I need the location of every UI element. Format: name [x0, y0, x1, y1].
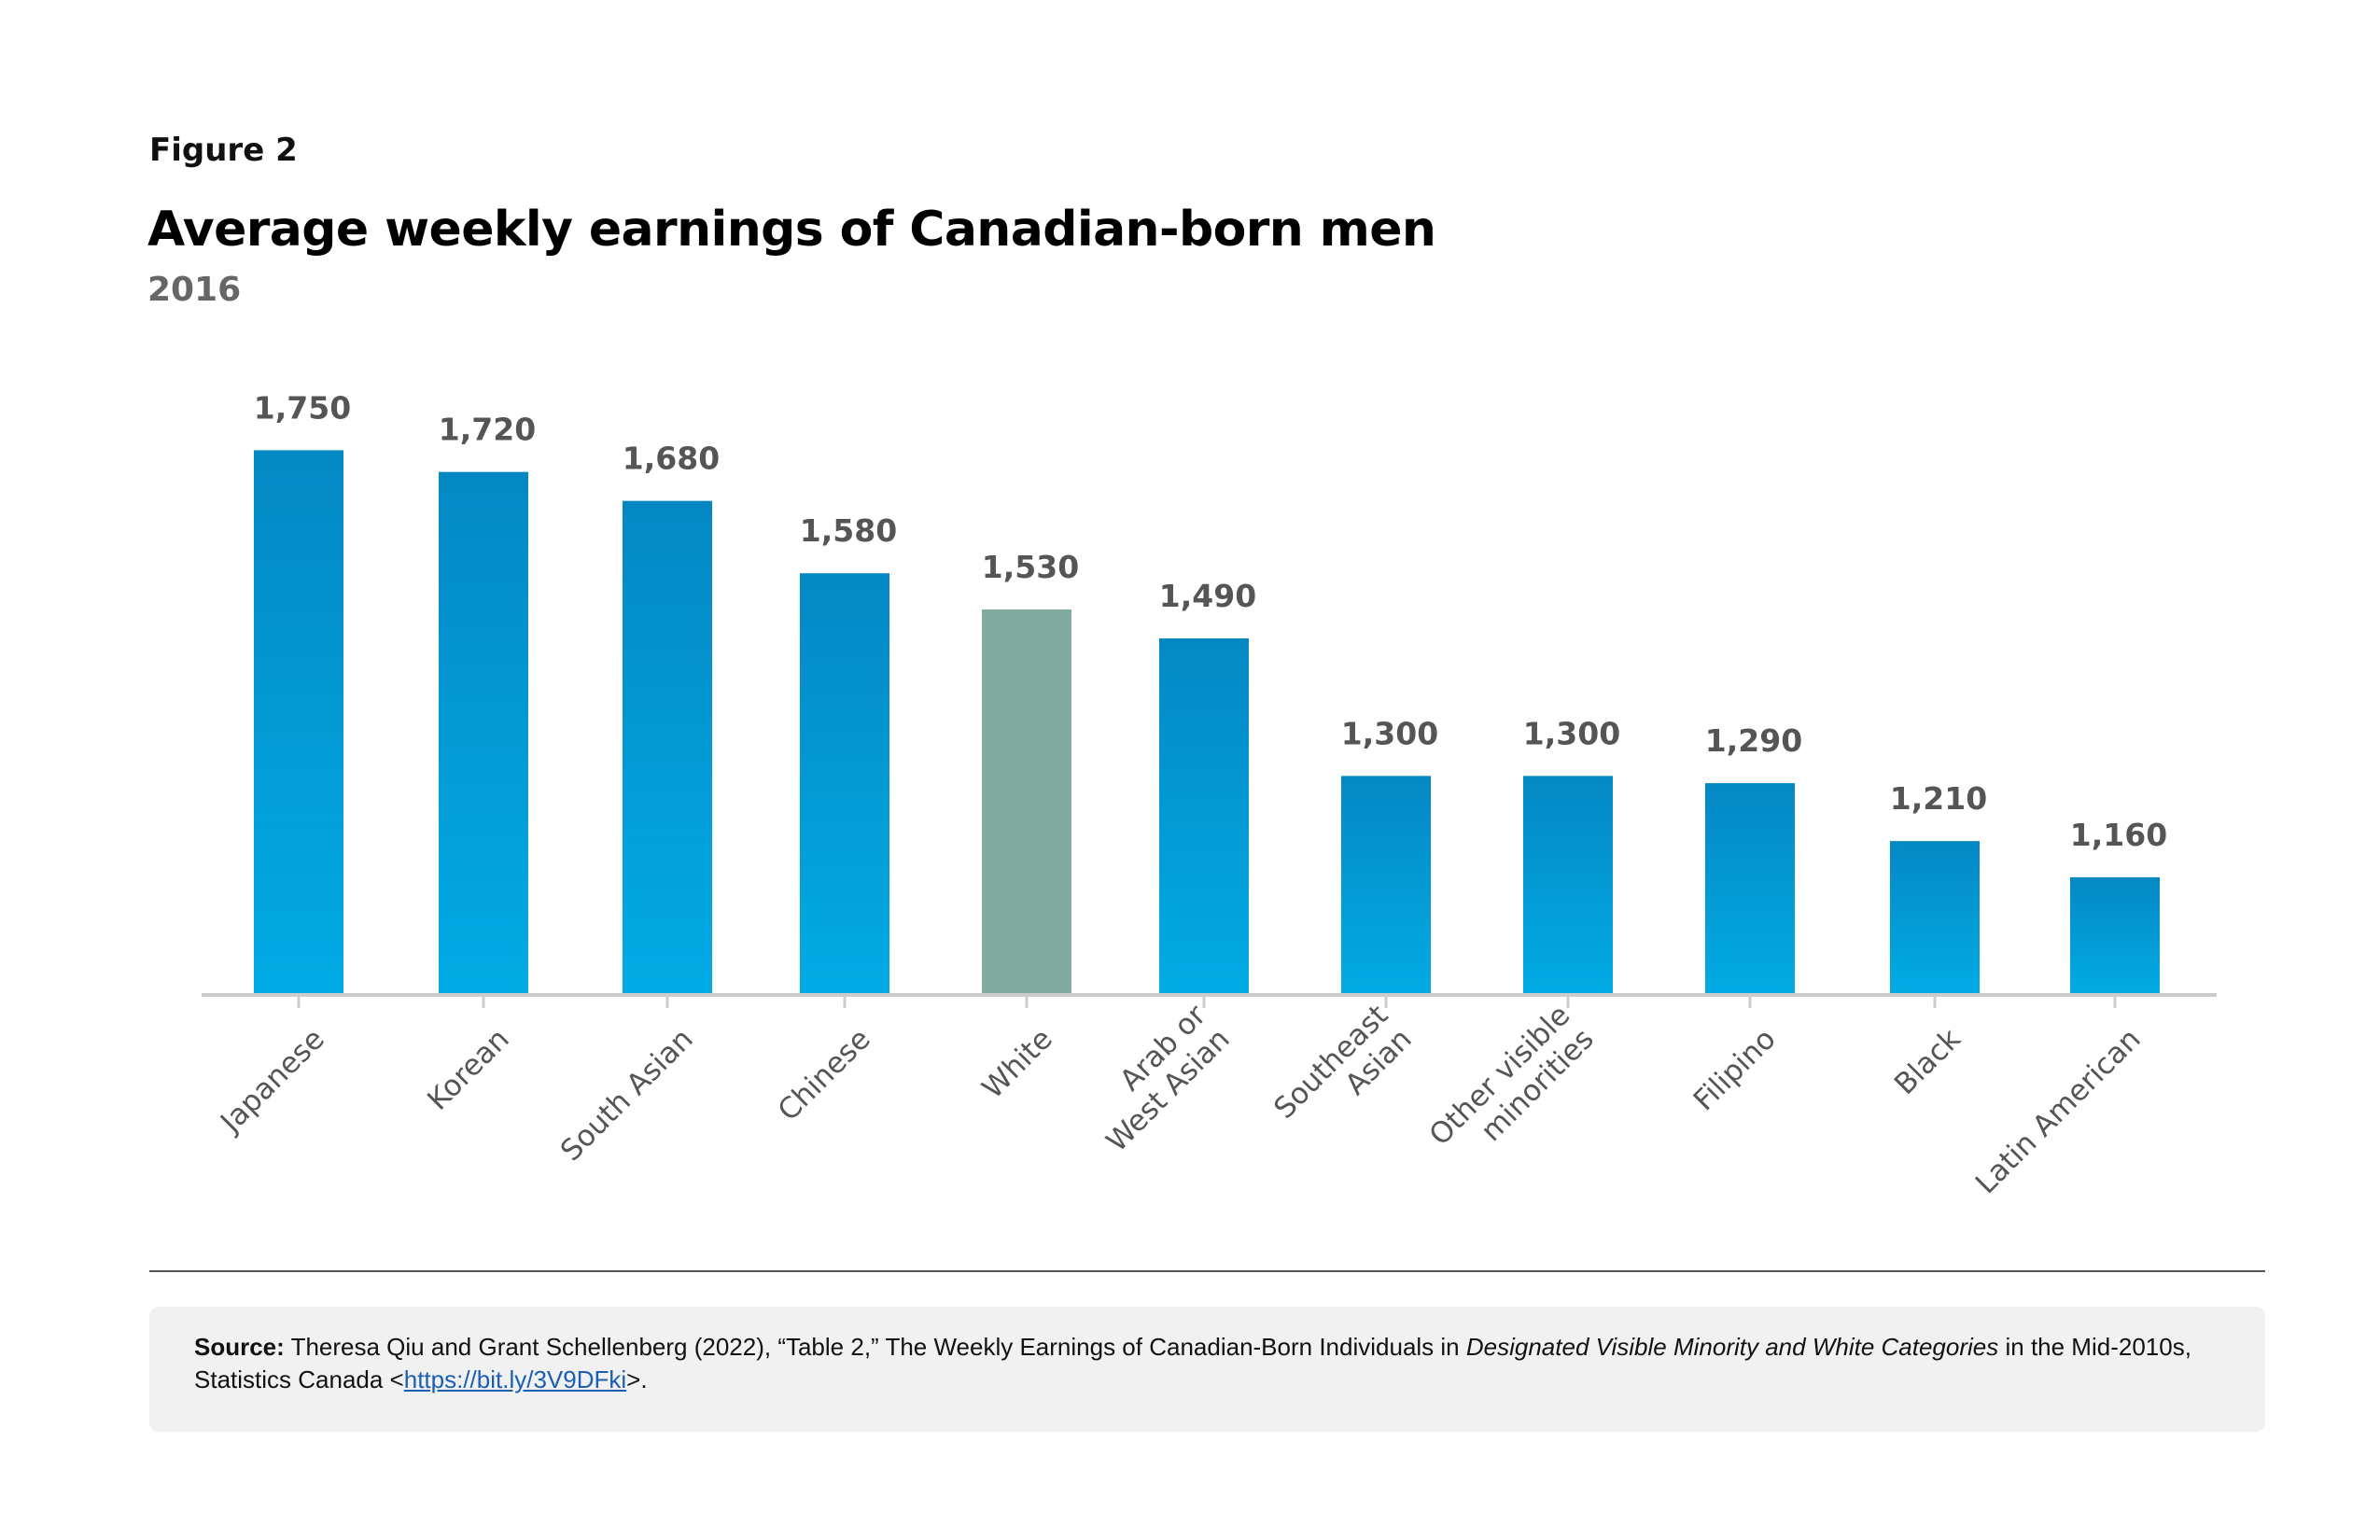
source-link[interactable]: https://bit.ly/3V9DFki — [403, 1365, 627, 1393]
bar-black — [1890, 841, 1980, 993]
source-text-after: in the Mid-2010s, Statistics Canada < — [194, 1333, 2191, 1393]
bar-south-asian — [623, 500, 712, 993]
category-label-other-visible-minorities: Other visibleminorities — [1423, 999, 1601, 1176]
category-label-south-asian: South Asian — [554, 1022, 700, 1168]
value-label-chinese: 1,580 — [800, 512, 897, 549]
source-text: Theresa Qiu and Grant Schellenberg (2022… — [290, 1333, 1460, 1361]
bar-korean — [439, 471, 528, 993]
category-label-chinese: Chinese — [772, 1022, 877, 1127]
value-label-filipino: 1,290 — [1705, 722, 1802, 759]
divider — [149, 1270, 2265, 1272]
x-ticks-group — [297, 995, 2117, 1008]
value-label-southeast-asian: 1,300 — [1341, 715, 1438, 751]
value-label-other-visible-minorities: 1,300 — [1523, 715, 1620, 751]
value-label-white: 1,530 — [982, 549, 1079, 585]
bar-arab-or-west-asian — [1159, 638, 1249, 993]
value-label-arab-or-west-asian: 1,490 — [1159, 578, 1256, 614]
bar-white — [982, 609, 1071, 993]
bar-latin-american — [2070, 876, 2160, 993]
source-italic-title: Designated Visible Minority and White Ca… — [1465, 1333, 1999, 1361]
category-label-filipino: Filipino — [1687, 1022, 1783, 1117]
category-label-arab-or-west-asian: Arab orWest Asian — [1076, 999, 1237, 1159]
value-label-black: 1,210 — [1890, 780, 1987, 817]
category-label-white: White — [976, 1022, 1059, 1105]
category-label-korean: Korean — [421, 1022, 515, 1116]
value-label-latin-american: 1,160 — [2070, 817, 2167, 853]
bar-chinese — [800, 573, 889, 993]
chart-title: Average weekly earnings of Canadian-born… — [147, 202, 1436, 258]
category-label-latin-american: Latin American — [1969, 1022, 2148, 1200]
category-label-black: Black — [1888, 1022, 1967, 1101]
source-label: Source: — [194, 1333, 285, 1361]
bar-other-visible-minorities — [1523, 776, 1613, 993]
bars-group — [254, 450, 2160, 993]
source-note: Source: Theresa Qiu and Grant Schellenbe… — [149, 1307, 2265, 1432]
bar-japanese — [254, 450, 343, 993]
figure-label: Figure 2 — [149, 132, 298, 169]
value-label-japanese: 1,750 — [254, 389, 351, 426]
value-label-south-asian: 1,680 — [623, 441, 720, 477]
value-label-korean: 1,720 — [439, 412, 536, 448]
chart-subtitle: 2016 — [147, 271, 242, 309]
bar-southeast-asian — [1341, 776, 1431, 993]
category-label-southeast-asian: SoutheastAsian — [1267, 999, 1419, 1150]
category-label-japanese: Japanese — [213, 1022, 330, 1140]
source-end: >. — [626, 1365, 648, 1393]
bar-filipino — [1705, 783, 1795, 993]
bar-chart: 1,750 Japanese 1,720 Korean 1,680 South Asian… — [202, 389, 2217, 1200]
